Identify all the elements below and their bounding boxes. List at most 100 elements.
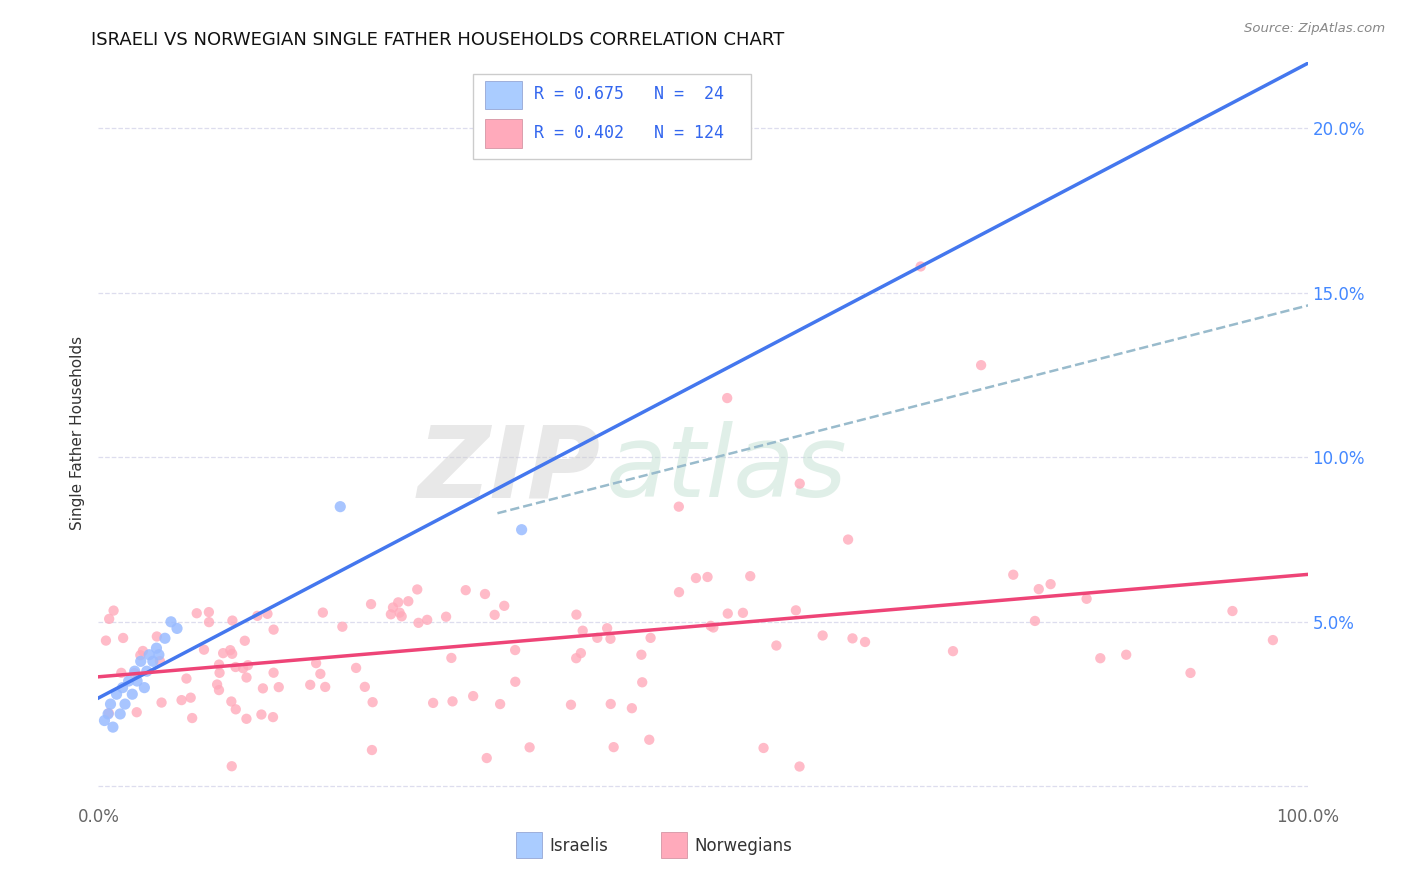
Point <box>382 600 405 615</box>
Point <box>145 641 167 656</box>
Point <box>1024 614 1046 628</box>
Point <box>620 701 643 715</box>
Point <box>696 570 718 584</box>
Point <box>910 260 932 274</box>
Point <box>463 689 485 703</box>
Point <box>565 651 588 665</box>
Point <box>416 613 439 627</box>
Point <box>353 680 375 694</box>
Point <box>360 597 382 611</box>
FancyBboxPatch shape <box>485 120 522 147</box>
Point <box>510 523 533 537</box>
Point <box>785 603 807 617</box>
Point <box>198 605 221 619</box>
Point <box>221 614 243 628</box>
Point <box>233 633 256 648</box>
Point <box>250 707 273 722</box>
Point <box>475 751 498 765</box>
Point <box>1002 567 1025 582</box>
Point <box>503 643 526 657</box>
Point <box>114 697 136 711</box>
Point <box>853 635 876 649</box>
Point <box>586 631 609 645</box>
Point <box>731 606 754 620</box>
Point <box>252 681 274 696</box>
Point <box>112 631 135 645</box>
Point <box>571 624 593 638</box>
Point <box>391 609 413 624</box>
Point <box>94 633 117 648</box>
Point <box>668 500 690 514</box>
Point <box>474 587 496 601</box>
Point <box>1028 582 1050 596</box>
Point <box>98 612 121 626</box>
Point <box>494 599 516 613</box>
Point <box>256 607 278 621</box>
Point <box>454 583 477 598</box>
Point <box>138 648 160 662</box>
Point <box>668 585 690 599</box>
Point <box>181 711 204 725</box>
Point <box>221 647 243 661</box>
Point <box>246 608 269 623</box>
Point <box>149 654 172 668</box>
Point <box>811 628 834 642</box>
Point <box>361 695 384 709</box>
Point <box>132 644 155 658</box>
Point <box>685 571 707 585</box>
Point <box>1076 591 1098 606</box>
Point <box>717 607 740 621</box>
Point <box>221 759 243 773</box>
Point <box>314 680 336 694</box>
Point <box>440 651 463 665</box>
Point <box>441 694 464 708</box>
Point <box>232 661 254 675</box>
Point <box>129 654 152 668</box>
Point <box>789 476 811 491</box>
Point <box>434 609 457 624</box>
Point <box>208 657 231 672</box>
Point <box>111 681 134 695</box>
Text: ISRAELI VS NORWEGIAN SINGLE FATHER HOUSEHOLDS CORRELATION CHART: ISRAELI VS NORWEGIAN SINGLE FATHER HOUSE… <box>91 31 785 49</box>
Point <box>110 665 132 680</box>
Point <box>134 681 156 695</box>
Point <box>422 696 444 710</box>
Point <box>105 687 128 701</box>
Point <box>208 665 231 680</box>
Point <box>263 623 285 637</box>
Point <box>103 604 125 618</box>
Point <box>124 666 146 681</box>
Point <box>942 644 965 658</box>
Point <box>970 358 993 372</box>
Point <box>225 702 247 716</box>
Text: ZIP: ZIP <box>418 421 600 518</box>
Point <box>193 642 215 657</box>
Point <box>267 680 290 694</box>
Point <box>135 664 157 678</box>
Point <box>93 714 115 728</box>
Text: Norwegians: Norwegians <box>695 837 793 855</box>
Point <box>160 615 183 629</box>
Point <box>699 619 721 633</box>
Text: R = 0.675   N =  24: R = 0.675 N = 24 <box>534 86 724 103</box>
Point <box>153 632 176 646</box>
Point <box>329 500 352 514</box>
Point <box>740 569 762 583</box>
FancyBboxPatch shape <box>661 832 688 858</box>
Point <box>631 675 654 690</box>
Point <box>124 664 146 678</box>
Point <box>505 674 527 689</box>
Point <box>125 705 148 719</box>
Point <box>638 732 661 747</box>
Point <box>180 690 202 705</box>
Point <box>599 697 621 711</box>
Point <box>305 656 328 670</box>
Point <box>1222 604 1244 618</box>
Point <box>841 632 863 646</box>
Point <box>716 391 738 405</box>
Y-axis label: Single Father Households: Single Father Households <box>69 335 84 530</box>
Point <box>170 693 193 707</box>
FancyBboxPatch shape <box>485 81 522 109</box>
Point <box>108 706 131 721</box>
Point <box>406 582 429 597</box>
